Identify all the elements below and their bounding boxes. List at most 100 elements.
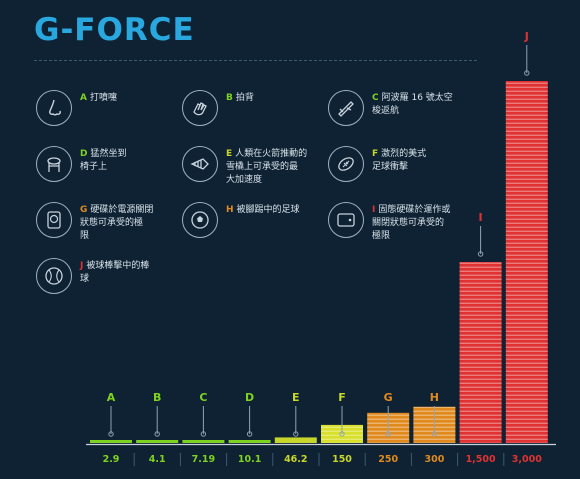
- category-label-h: H: [430, 391, 439, 404]
- value-label-i: 1,500: [466, 454, 496, 465]
- value-label-c: 7.19: [192, 454, 215, 465]
- legend-letter: H: [226, 205, 234, 215]
- category-label-b: B: [153, 391, 161, 404]
- legend-label-line: 激烈的美式: [381, 149, 427, 159]
- value-label-f: 150: [332, 454, 352, 465]
- hand-pat-icon: [182, 90, 218, 126]
- legend-label-line: 大加速度: [226, 175, 263, 185]
- legend-text: D 猛然坐到椅子上: [80, 148, 127, 174]
- legend-item-b: B 拍背: [182, 90, 322, 140]
- legend-label-line: 阿波羅 16 號太空: [381, 93, 453, 103]
- legend-letter: J: [80, 261, 84, 271]
- legend-label-line: 拍背: [235, 93, 254, 103]
- title-divider: [34, 60, 477, 61]
- baseball-icon: [36, 258, 72, 294]
- legend-text: E 人類在火箭推動的雪橇上可承受的最 大加速度: [226, 148, 307, 187]
- bar-stripes-j: [505, 81, 548, 443]
- legend-label-line: 固態硬碟於運作或: [378, 205, 451, 215]
- page-title: G-FORCE: [34, 12, 195, 48]
- value-label-e: 46.2: [284, 454, 307, 465]
- legend-label-line: 打噴嚏: [89, 93, 117, 103]
- legend-label-line: 被腳踢中的足球: [236, 205, 300, 215]
- legend-item-g: G 硬碟於電源關閉狀態可承受的極限: [36, 202, 176, 252]
- category-label-a: A: [107, 391, 116, 404]
- stem-dot-e: [293, 431, 299, 437]
- legend-letter: A: [80, 93, 87, 103]
- category-label-f: F: [338, 391, 346, 404]
- value-label-h: 300: [424, 454, 444, 465]
- value-label-d: 10.1: [238, 454, 261, 465]
- legend-text: J 被球棒擊中的棒球: [80, 260, 149, 286]
- legend-label-line: 硬碟於電源關閉: [90, 205, 154, 215]
- legend-text: H 被腳踢中的足球: [226, 204, 300, 217]
- legend-label-line: 球: [80, 274, 90, 284]
- stem-dot-a: [108, 431, 114, 437]
- category-label-j: J: [524, 30, 529, 43]
- legend-text: F 激烈的美式足球衝擊: [372, 148, 426, 174]
- space-shuttle-icon: [328, 90, 364, 126]
- stem-dot-j: [524, 70, 530, 76]
- legend-letter: B: [226, 93, 233, 103]
- stem-dot-d: [246, 431, 253, 437]
- bar-c: [182, 440, 225, 443]
- bar-e: [274, 437, 317, 443]
- legend-item-c: C 阿波羅 16 號太空梭返航: [328, 90, 468, 140]
- legend-text: I 固態硬碟於運作或關閉狀態可承受的 極限: [372, 204, 450, 243]
- legend-item-j: J 被球棒擊中的棒球: [36, 258, 176, 308]
- legend-text: A 打噴嚏: [80, 92, 117, 105]
- legend-letter: F: [372, 149, 379, 159]
- bar-b: [136, 440, 179, 443]
- stem-dot-h: [431, 431, 438, 437]
- legend-label-line: 極限: [372, 231, 391, 241]
- legend-letter: C: [372, 93, 379, 103]
- category-label-e: E: [292, 391, 300, 404]
- legend-letter: E: [226, 149, 233, 159]
- legend-item-f: F 激烈的美式足球衝擊: [328, 146, 468, 196]
- bar-stripes-i: [459, 262, 502, 443]
- legend-label-line: 關閉狀態可承受的: [372, 218, 445, 228]
- legend-text: G 硬碟於電源關閉狀態可承受的極限: [80, 204, 153, 243]
- legend-label-line: 梭返航: [372, 106, 400, 116]
- hard-drive-icon: [36, 202, 72, 238]
- football-icon: [328, 146, 364, 182]
- legend-item-a: A 打噴嚏: [36, 90, 176, 140]
- legend-letter: G: [80, 205, 88, 215]
- legend-label-line: 猛然坐到: [90, 149, 127, 159]
- stem-dot-c: [200, 431, 207, 437]
- category-label-i: I: [479, 211, 483, 224]
- value-label-g: 250: [378, 454, 398, 465]
- rocket-sled-icon: [182, 146, 218, 182]
- legend-label-line: 限: [80, 231, 90, 241]
- soccer-ball-icon: [182, 202, 218, 238]
- stem-dot-f: [339, 431, 345, 437]
- legend-letter: D: [80, 149, 88, 159]
- nose-icon: [36, 90, 72, 126]
- legend-label-line: 雪橇上可承受的最: [226, 162, 299, 172]
- category-label-d: D: [245, 391, 254, 404]
- legend-item-h: H 被腳踢中的足球: [182, 202, 322, 252]
- legend-label-line: 椅子上: [80, 162, 108, 172]
- stem-dot-b: [154, 431, 160, 437]
- legend-label-line: 狀態可承受的極: [80, 218, 144, 228]
- legend-label-line: 足球衝擊: [372, 162, 409, 172]
- legend-text: B 拍背: [226, 92, 254, 105]
- hard-disk-platter-icon: [328, 202, 364, 238]
- value-label-a: 2.9: [103, 454, 120, 465]
- legend-label-line: 被球棒擊中的棒: [86, 261, 150, 271]
- stem-dot-i: [477, 251, 484, 257]
- bar-a: [90, 440, 132, 443]
- bar-d: [228, 440, 271, 443]
- value-label-j: 3,000: [512, 454, 542, 465]
- value-label-b: 4.1: [149, 454, 166, 465]
- legend-item-e: E 人類在火箭推動的雪橇上可承受的最 大加速度: [182, 146, 322, 196]
- stem-dot-g: [385, 431, 391, 437]
- legend-label-line: 人類在火箭推動的: [235, 149, 308, 159]
- legend-letter: I: [372, 205, 376, 215]
- chair-icon: [36, 146, 72, 182]
- category-label-c: C: [199, 391, 207, 404]
- legend-item-i: I 固態硬碟於運作或關閉狀態可承受的 極限: [328, 202, 468, 252]
- legend-item-d: D 猛然坐到椅子上: [36, 146, 176, 196]
- category-label-g: G: [384, 391, 393, 404]
- legend-text: C 阿波羅 16 號太空梭返航: [372, 92, 453, 118]
